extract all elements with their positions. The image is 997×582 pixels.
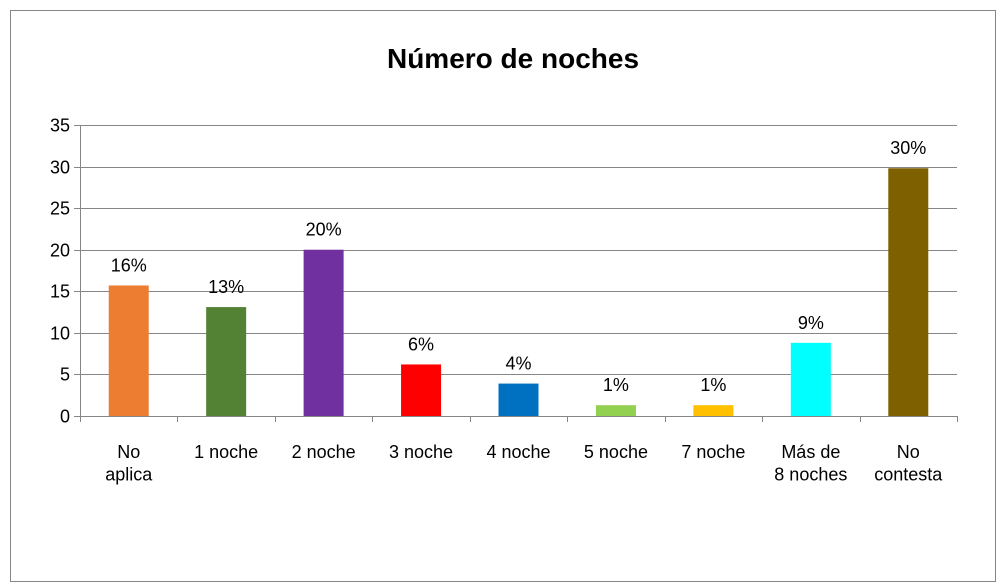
value-label: 13% [208,277,244,297]
bar [303,249,344,416]
chart-title: Número de noches [387,43,639,74]
y-tick-label: 0 [60,407,70,427]
x-tick-label: 4 noche [486,442,550,462]
y-tick-label: 5 [60,365,70,385]
value-label: 16% [111,255,147,275]
x-tick-label: 7 noche [681,442,745,462]
value-label: 1% [603,375,629,395]
value-label: 4% [505,354,531,374]
y-tick-label: 30 [50,158,70,178]
x-tick-label: 5 noche [584,442,648,462]
y-tick-label: 10 [50,324,70,344]
y-tick-label: 35 [50,116,70,136]
y-tick-label: 15 [50,282,70,302]
bar [595,405,636,416]
bar [108,285,149,416]
bar [888,168,929,416]
value-label: 1% [700,375,726,395]
value-label: 20% [306,220,342,240]
x-tick-label: 3 noche [389,442,453,462]
bar [498,383,539,416]
bar [790,342,831,416]
value-label: 6% [408,334,434,354]
x-tick-label: No contesta [874,442,943,485]
bar [206,307,247,416]
x-tick-label: 1 noche [194,442,258,462]
bar [693,405,734,416]
y-tick-label: 25 [50,199,70,219]
chart-frame [10,10,996,582]
x-tick-label: No aplica [105,442,153,485]
value-label: 9% [798,313,824,333]
x-tick-label: 2 noche [292,442,356,462]
bar [401,364,442,416]
y-tick-label: 20 [50,241,70,261]
value-label: 30% [890,138,926,158]
x-tick-label: Más de 8 noches [774,442,847,485]
